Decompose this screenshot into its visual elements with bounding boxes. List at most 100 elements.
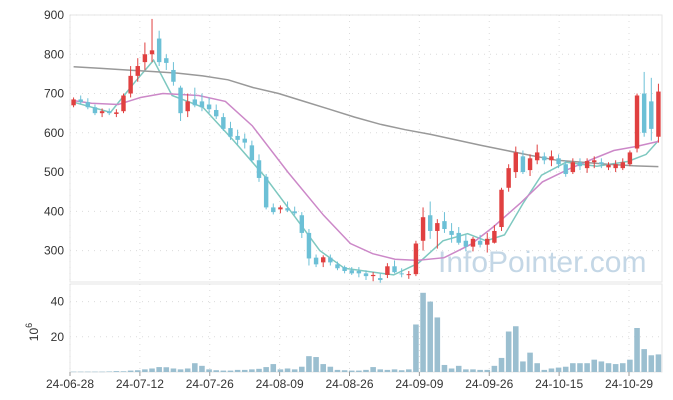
candle-body	[342, 267, 347, 272]
candle-body	[135, 66, 140, 76]
candle-body	[592, 160, 597, 163]
volume-bar	[134, 370, 141, 372]
candle-body	[641, 93, 647, 133]
candle-body	[185, 101, 190, 112]
candle-body	[335, 264, 340, 269]
candle-body	[178, 87, 183, 114]
x-tick-label: 24-10-15	[535, 377, 583, 391]
volume-bar	[384, 369, 391, 372]
volume-bar	[555, 367, 562, 372]
x-tick-label: 24-08-26	[325, 377, 373, 391]
candle-body	[142, 54, 148, 63]
candle-body	[292, 211, 297, 214]
candles	[71, 18, 661, 283]
volume-bar	[562, 366, 569, 372]
volume-bar	[534, 363, 540, 372]
volume-bar	[641, 349, 647, 372]
volume-bar	[356, 370, 362, 372]
volume-bar	[634, 328, 640, 372]
volume-bar	[655, 354, 662, 372]
candle-body	[228, 128, 233, 137]
volume-axis-label: 106	[24, 323, 41, 341]
candle-body	[78, 99, 83, 103]
candle-body	[399, 273, 404, 275]
price-y-tick-label: 500	[44, 165, 64, 179]
volume-bar	[420, 292, 426, 372]
candle-body	[92, 107, 98, 114]
candle-body	[549, 156, 554, 161]
candle-body	[128, 75, 133, 94]
candle-body	[320, 257, 326, 263]
candle-body	[556, 158, 561, 165]
volume-panel-frame	[69, 283, 663, 373]
price-grid	[69, 14, 662, 282]
candle-body	[164, 58, 169, 63]
volume-bar	[206, 369, 212, 372]
volume-bar	[256, 368, 262, 372]
volume-bar	[220, 370, 227, 372]
candle-body	[278, 207, 283, 210]
candle-body	[442, 221, 447, 229]
volume-bar	[520, 361, 526, 372]
candle-body	[349, 270, 354, 274]
candle-body	[599, 162, 604, 165]
candle-body	[306, 232, 312, 259]
candle-body	[634, 95, 640, 149]
volume-bar	[477, 369, 483, 372]
price-y-tick-label: 400	[44, 204, 64, 218]
price-y-tick-label: 300	[44, 244, 64, 258]
price-y-tick-label: 700	[44, 87, 64, 101]
volume-bar	[320, 364, 326, 372]
candle-body	[527, 158, 533, 171]
volume-bar	[541, 369, 548, 372]
x-tick-label: 24-10-29	[605, 377, 653, 391]
volume-bar	[612, 364, 619, 372]
candle-body	[413, 243, 419, 275]
volume-bar	[370, 367, 376, 372]
candle-body	[577, 162, 583, 167]
candle-body	[356, 271, 362, 274]
candle-body	[485, 238, 490, 245]
candle-body	[470, 238, 476, 247]
candle-body	[249, 145, 255, 161]
candle-body	[156, 38, 162, 63]
volume-bar	[227, 370, 234, 372]
candle-body	[506, 168, 511, 188]
candle-body	[263, 176, 269, 208]
candle-body	[171, 69, 176, 82]
price-y-tick-label: 600	[44, 126, 64, 140]
volume-bar	[77, 371, 84, 373]
candle-body	[584, 161, 590, 169]
x-tick-label: 24-07-12	[116, 377, 164, 391]
volume-bar	[463, 369, 469, 372]
volume-bar	[598, 361, 605, 372]
volume-bar	[184, 368, 191, 372]
candle-body	[492, 230, 497, 243]
candle-body	[71, 99, 76, 106]
candle-body	[606, 164, 611, 168]
candle-body	[477, 240, 483, 245]
volume-bar	[584, 363, 590, 372]
candle-body	[242, 138, 247, 143]
volume-bar	[270, 364, 277, 372]
volume-axis-label-exponent: 6	[24, 323, 34, 328]
volume-bar	[177, 369, 184, 372]
price-y-tick-label: 900	[44, 8, 64, 22]
volume-bar	[113, 371, 120, 372]
candle-body	[114, 112, 119, 114]
volume-bar	[241, 369, 248, 372]
volume-bar	[92, 371, 98, 373]
volume-bar	[334, 369, 341, 372]
candle-body	[206, 104, 212, 110]
volume-bar	[142, 369, 148, 372]
volume-bar	[127, 370, 134, 372]
candle-body	[627, 152, 633, 165]
volume-bar	[527, 352, 533, 372]
volume-bar	[341, 370, 348, 372]
x-tick-label: 24-07-26	[186, 377, 234, 391]
candle-body	[463, 240, 469, 247]
volume-bar	[398, 370, 405, 372]
candle-body	[370, 274, 376, 277]
volume-bar	[291, 369, 298, 372]
